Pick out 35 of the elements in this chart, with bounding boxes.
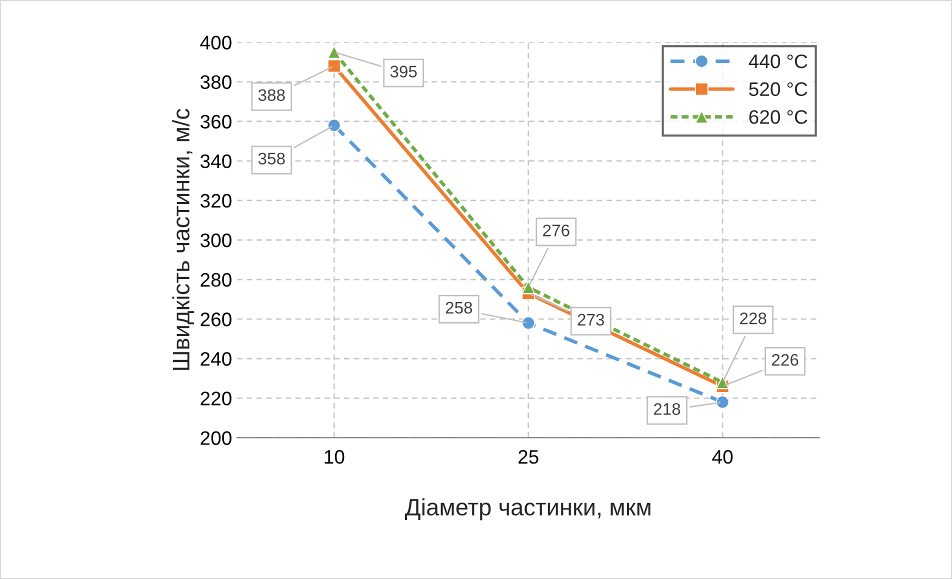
y-tick-label: 200 xyxy=(200,431,232,445)
data-label: 273 xyxy=(578,314,604,326)
y-tick-label: 300 xyxy=(200,233,232,248)
y-tick-label: 220 xyxy=(200,392,232,406)
y-axis-title: Швидкість частинки, м/с xyxy=(172,108,194,370)
point xyxy=(327,45,341,59)
y-tick-label: 320 xyxy=(200,194,232,208)
x-axis-title: Діаметр частинки, мкм xyxy=(404,498,650,520)
y-tick-label: 280 xyxy=(200,273,232,287)
data-label: 228 xyxy=(740,312,766,324)
legend-label: 520 °C xyxy=(749,82,808,96)
point xyxy=(327,118,341,132)
y-tick-label: 340 xyxy=(200,154,232,168)
point xyxy=(522,280,536,294)
y-tick-label: 240 xyxy=(200,352,232,366)
data-label: 358 xyxy=(258,152,285,165)
x-tick-label: 40 xyxy=(712,450,733,464)
data-label: 226 xyxy=(772,354,798,366)
point xyxy=(327,59,341,73)
x-tick-label: 25 xyxy=(518,450,538,464)
data-label: 395 xyxy=(390,66,417,78)
data-label: 388 xyxy=(258,89,285,102)
x-tick-label: 10 xyxy=(324,450,344,464)
data-label: 276 xyxy=(543,224,570,236)
y-tick-label: 260 xyxy=(200,312,232,326)
legend-label: 440 °C xyxy=(748,54,808,68)
y-tick-label: 380 xyxy=(200,75,232,90)
point xyxy=(716,376,730,390)
point xyxy=(716,395,730,409)
legend-label: 620 °C xyxy=(749,110,808,124)
y-tick-label: 360 xyxy=(200,114,232,129)
y-tick-label: 400 xyxy=(200,36,232,50)
data-label: 218 xyxy=(654,403,680,415)
point xyxy=(522,316,536,330)
data-label: 258 xyxy=(446,302,472,314)
